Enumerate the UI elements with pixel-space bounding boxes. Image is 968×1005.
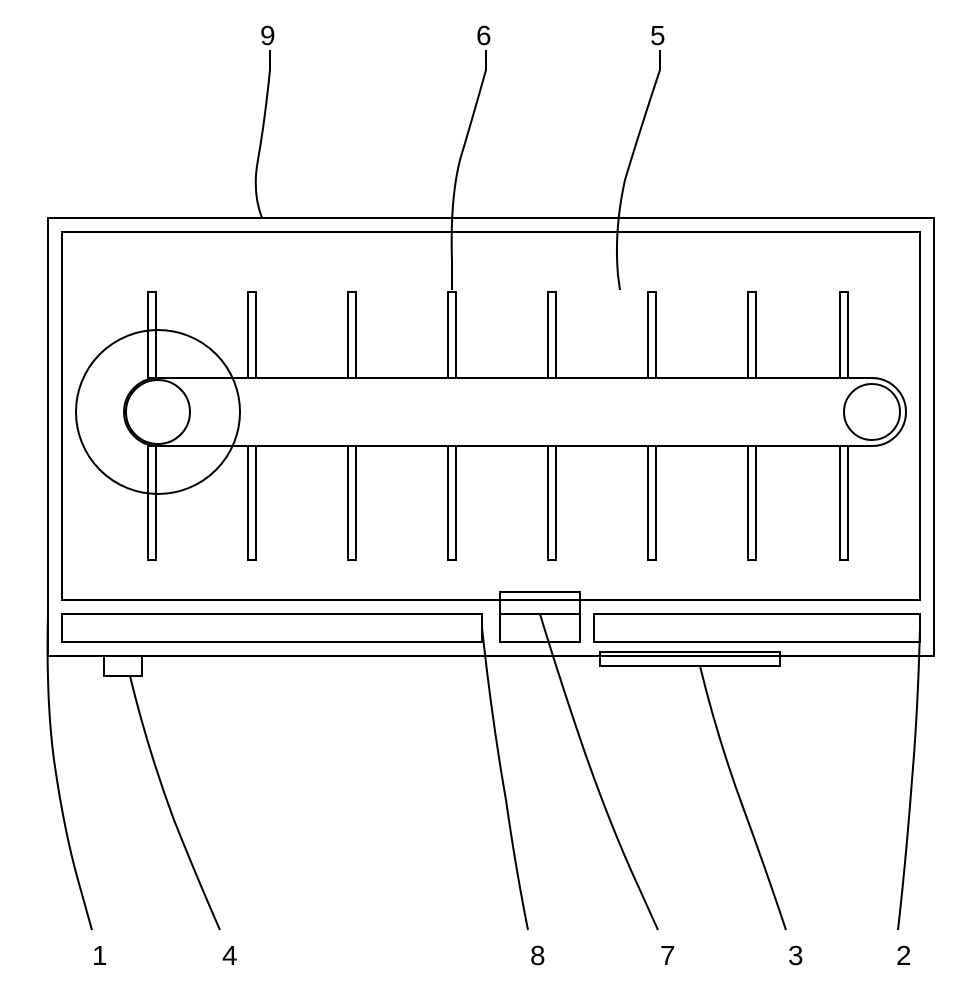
reference-label-3: 3 (788, 940, 804, 972)
vertical-bar-bottom (248, 446, 256, 560)
left-axle (126, 380, 190, 444)
left-drive-wheel-outer (76, 330, 240, 494)
outer-housing (48, 218, 934, 656)
leader-line (256, 50, 270, 218)
middle-tab-bottom (500, 614, 580, 642)
vertical-bar-bottom (840, 446, 848, 560)
conveyor-belt (124, 378, 906, 446)
reference-label-2: 2 (896, 940, 912, 972)
drain-outlet (104, 656, 142, 676)
vertical-bar-top (548, 292, 556, 378)
lower-left-bar (62, 614, 482, 642)
reference-label-1: 1 (92, 940, 108, 972)
reference-label-8: 8 (530, 940, 546, 972)
vertical-bar-top (448, 292, 456, 378)
vertical-bar-bottom (548, 446, 556, 560)
right-axle (844, 384, 900, 440)
leader-line (898, 628, 920, 930)
vertical-bar-top (840, 292, 848, 378)
vertical-bar-bottom (748, 446, 756, 560)
bottom-vent (600, 652, 780, 666)
leader-line (48, 614, 92, 930)
vertical-bars-group (148, 292, 848, 560)
technical-diagram: 9 6 5 1 4 8 7 3 2 (0, 0, 968, 1000)
reference-label-7: 7 (660, 940, 676, 972)
vertical-bar-bottom (148, 446, 156, 560)
lower-right-bar (594, 614, 920, 642)
vertical-bar-bottom (648, 446, 656, 560)
vertical-bar-top (248, 292, 256, 378)
vertical-bar-top (148, 292, 156, 378)
middle-tab-top (500, 592, 580, 614)
reference-label-5: 5 (650, 20, 666, 52)
leader-line (482, 628, 528, 930)
vertical-bar-top (348, 292, 356, 378)
leader-line (617, 50, 660, 290)
leader-line (700, 666, 786, 930)
vertical-bar-bottom (448, 446, 456, 560)
leader-lines-group (48, 50, 920, 930)
leader-line (452, 50, 486, 290)
reference-label-4: 4 (222, 940, 238, 972)
leader-line (130, 676, 220, 930)
diagram-svg (0, 0, 968, 1000)
vertical-bar-top (748, 292, 756, 378)
reference-label-9: 9 (260, 20, 276, 52)
vertical-bar-bottom (348, 446, 356, 560)
reference-label-6: 6 (476, 20, 492, 52)
vertical-bar-top (648, 292, 656, 378)
